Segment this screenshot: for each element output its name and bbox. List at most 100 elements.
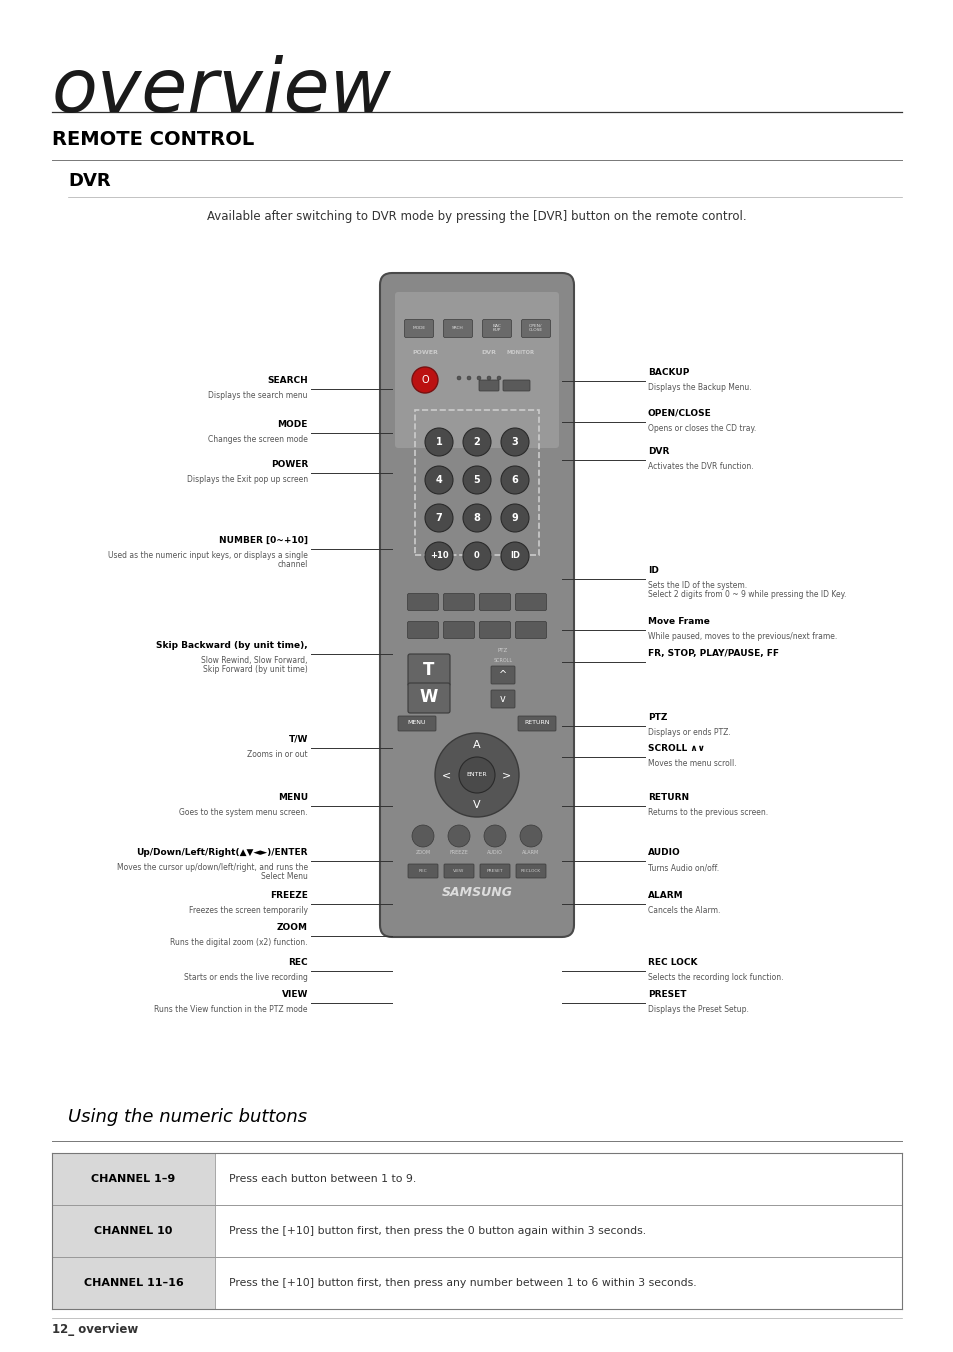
Text: REMOTE CONTROL: REMOTE CONTROL — [52, 130, 254, 149]
FancyBboxPatch shape — [397, 717, 436, 731]
FancyBboxPatch shape — [408, 864, 437, 877]
Text: ALARM: ALARM — [522, 849, 539, 854]
FancyBboxPatch shape — [517, 717, 556, 731]
Bar — [415, 410, 538, 556]
Text: AUDIO: AUDIO — [487, 849, 502, 854]
Text: SRCH: SRCH — [452, 326, 463, 330]
Bar — [52, 1153, 214, 1205]
Bar — [52, 1205, 214, 1257]
Text: Available after switching to DVR mode by pressing the [DVR] button on the remote: Available after switching to DVR mode by… — [207, 210, 746, 223]
Text: Move Frame: Move Frame — [647, 617, 709, 626]
Text: SAMSUNG: SAMSUNG — [441, 887, 512, 899]
Text: ALARM: ALARM — [647, 891, 683, 900]
FancyBboxPatch shape — [502, 380, 530, 391]
Text: DVR: DVR — [647, 446, 669, 456]
Text: Displays the search menu: Displays the search menu — [209, 391, 308, 400]
Text: <: < — [442, 771, 451, 780]
Text: PRESET: PRESET — [647, 990, 686, 999]
Text: Starts or ends the live recording: Starts or ends the live recording — [184, 972, 308, 982]
Text: PTZ: PTZ — [497, 648, 508, 653]
Circle shape — [500, 429, 529, 456]
FancyBboxPatch shape — [479, 594, 510, 611]
Text: 3: 3 — [511, 437, 517, 448]
Text: ^: ^ — [498, 671, 507, 680]
Text: ID: ID — [510, 552, 519, 561]
Circle shape — [497, 376, 500, 380]
Text: MENU: MENU — [407, 721, 426, 726]
Text: MODE: MODE — [277, 419, 308, 429]
Text: NUMBER [0~+10]: NUMBER [0~+10] — [219, 535, 308, 545]
FancyBboxPatch shape — [515, 594, 546, 611]
Text: CHANNEL 1–9: CHANNEL 1–9 — [91, 1174, 175, 1184]
FancyBboxPatch shape — [408, 654, 450, 685]
Text: SCROLL ∧∨: SCROLL ∧∨ — [647, 744, 704, 753]
Text: Displays the Preset Setup.: Displays the Preset Setup. — [647, 1005, 748, 1014]
FancyBboxPatch shape — [408, 683, 450, 713]
Circle shape — [486, 376, 491, 380]
Text: SCROLL: SCROLL — [493, 658, 512, 664]
Text: OPEN/
CLOSE: OPEN/ CLOSE — [528, 323, 542, 333]
Circle shape — [462, 504, 491, 531]
Circle shape — [424, 429, 453, 456]
FancyBboxPatch shape — [521, 319, 550, 338]
Text: OPEN/CLOSE: OPEN/CLOSE — [647, 408, 711, 418]
Text: Freezes the screen temporarily: Freezes the screen temporarily — [189, 906, 308, 915]
FancyBboxPatch shape — [443, 864, 474, 877]
Text: 4: 4 — [436, 475, 442, 485]
Text: +10: +10 — [429, 552, 448, 561]
Text: ID: ID — [647, 565, 659, 575]
Text: Select 2 digits from 0 ~ 9 while pressing the ID Key.: Select 2 digits from 0 ~ 9 while pressin… — [647, 589, 845, 599]
Text: MODE: MODE — [412, 326, 425, 330]
Bar — [214, 1257, 901, 1309]
Text: Turns Audio on/off.: Turns Audio on/off. — [647, 863, 719, 872]
FancyBboxPatch shape — [404, 319, 433, 338]
Circle shape — [435, 733, 518, 817]
Text: BACKUP: BACKUP — [647, 368, 689, 377]
Text: REC: REC — [418, 869, 427, 873]
Circle shape — [519, 825, 541, 846]
Text: 0: 0 — [474, 552, 479, 561]
Text: T/W: T/W — [289, 734, 308, 744]
Text: SEARCH: SEARCH — [267, 376, 308, 385]
FancyBboxPatch shape — [443, 319, 472, 338]
Text: Cancels the Alarm.: Cancels the Alarm. — [647, 906, 720, 915]
Circle shape — [458, 757, 495, 794]
FancyBboxPatch shape — [482, 319, 511, 338]
Text: Press the [+10] button first, then press any number between 1 to 6 within 3 seco: Press the [+10] button first, then press… — [229, 1278, 696, 1288]
Text: MONITOR: MONITOR — [506, 350, 535, 356]
Text: 5: 5 — [473, 475, 480, 485]
Circle shape — [500, 466, 529, 493]
Text: channel: channel — [277, 560, 308, 569]
Circle shape — [462, 466, 491, 493]
Text: Press the [+10] button first, then press the 0 button again within 3 seconds.: Press the [+10] button first, then press… — [229, 1226, 645, 1236]
Text: 9: 9 — [511, 512, 517, 523]
Text: VIEW: VIEW — [453, 869, 464, 873]
Text: 6: 6 — [511, 475, 517, 485]
Text: CHANNEL 11–16: CHANNEL 11–16 — [84, 1278, 183, 1288]
Text: Up/Down/Left/Right(▲▼◄►)/ENTER: Up/Down/Left/Right(▲▼◄►)/ENTER — [136, 848, 308, 857]
Bar — [52, 1257, 214, 1309]
Text: RETURN: RETURN — [524, 721, 549, 726]
Text: Used as the numeric input keys, or displays a single: Used as the numeric input keys, or displ… — [108, 550, 308, 560]
Text: MENU: MENU — [277, 792, 308, 802]
Text: Goes to the system menu screen.: Goes to the system menu screen. — [179, 807, 308, 817]
Text: While paused, moves to the previous/next frame.: While paused, moves to the previous/next… — [647, 631, 837, 641]
Circle shape — [483, 825, 505, 846]
Text: CHANNEL 10: CHANNEL 10 — [94, 1226, 172, 1236]
FancyBboxPatch shape — [491, 690, 515, 708]
Text: BAC
KUP: BAC KUP — [492, 323, 501, 333]
Text: Press each button between 1 to 9.: Press each button between 1 to 9. — [229, 1174, 416, 1184]
Text: Runs the digital zoom (x2) function.: Runs the digital zoom (x2) function. — [171, 937, 308, 946]
Text: REC: REC — [288, 957, 308, 967]
Text: 7: 7 — [436, 512, 442, 523]
Circle shape — [424, 504, 453, 531]
FancyBboxPatch shape — [443, 622, 474, 638]
Text: ZOOM: ZOOM — [276, 922, 308, 932]
Text: 2: 2 — [473, 437, 480, 448]
FancyBboxPatch shape — [443, 594, 474, 611]
Text: Sets the ID of the system.: Sets the ID of the system. — [647, 580, 746, 589]
Circle shape — [456, 376, 460, 380]
Text: VIEW: VIEW — [281, 990, 308, 999]
Text: FREEZE: FREEZE — [449, 849, 468, 854]
Text: v: v — [499, 694, 505, 704]
